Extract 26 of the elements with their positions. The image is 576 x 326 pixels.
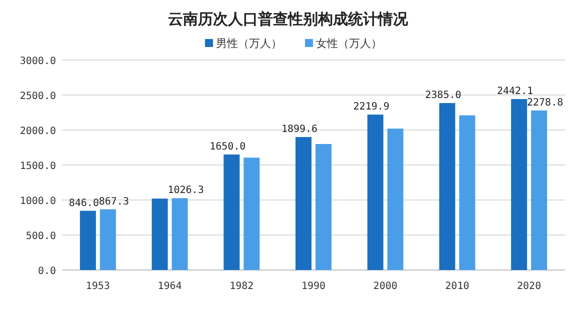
x-tick-label: 2020: [517, 281, 542, 292]
y-tick-label: 2500.0: [20, 91, 56, 102]
legend-label: 女性（万人）: [316, 37, 382, 50]
x-tick-label: 1953: [86, 281, 110, 292]
y-tick-label: 2000.0: [20, 126, 56, 137]
title: 云南历次人口普查性别构成统计情况: [168, 10, 408, 28]
data-label: 1899.6: [281, 124, 318, 136]
data-label: 867.3: [98, 196, 129, 208]
data-label: 2442.1: [497, 86, 534, 98]
data-label: 2385.0: [425, 90, 462, 102]
y-tick-label: 3000.0: [20, 56, 56, 67]
y-tick-label: 1500.0: [20, 161, 56, 172]
data-label: 846.0: [68, 198, 99, 209]
y-tick-label: 1000.0: [20, 196, 56, 207]
y-tick-label: 0.0: [38, 266, 56, 277]
y-tick-label: 500.0: [26, 231, 56, 242]
data-label: 2219.9: [353, 102, 390, 113]
x-tick-label: 2010: [445, 281, 470, 292]
data-label: 2278.8: [527, 97, 564, 108]
data-label: 1026.3: [168, 185, 204, 196]
legend-label: 男性（万人）: [216, 37, 282, 50]
x-tick-label: 1964: [158, 281, 182, 292]
data-label: 1650.0: [210, 142, 246, 152]
x-tick-label: 2000: [373, 281, 398, 292]
x-tick-label: 1990: [301, 281, 326, 292]
x-tick-label: 1982: [230, 281, 254, 292]
